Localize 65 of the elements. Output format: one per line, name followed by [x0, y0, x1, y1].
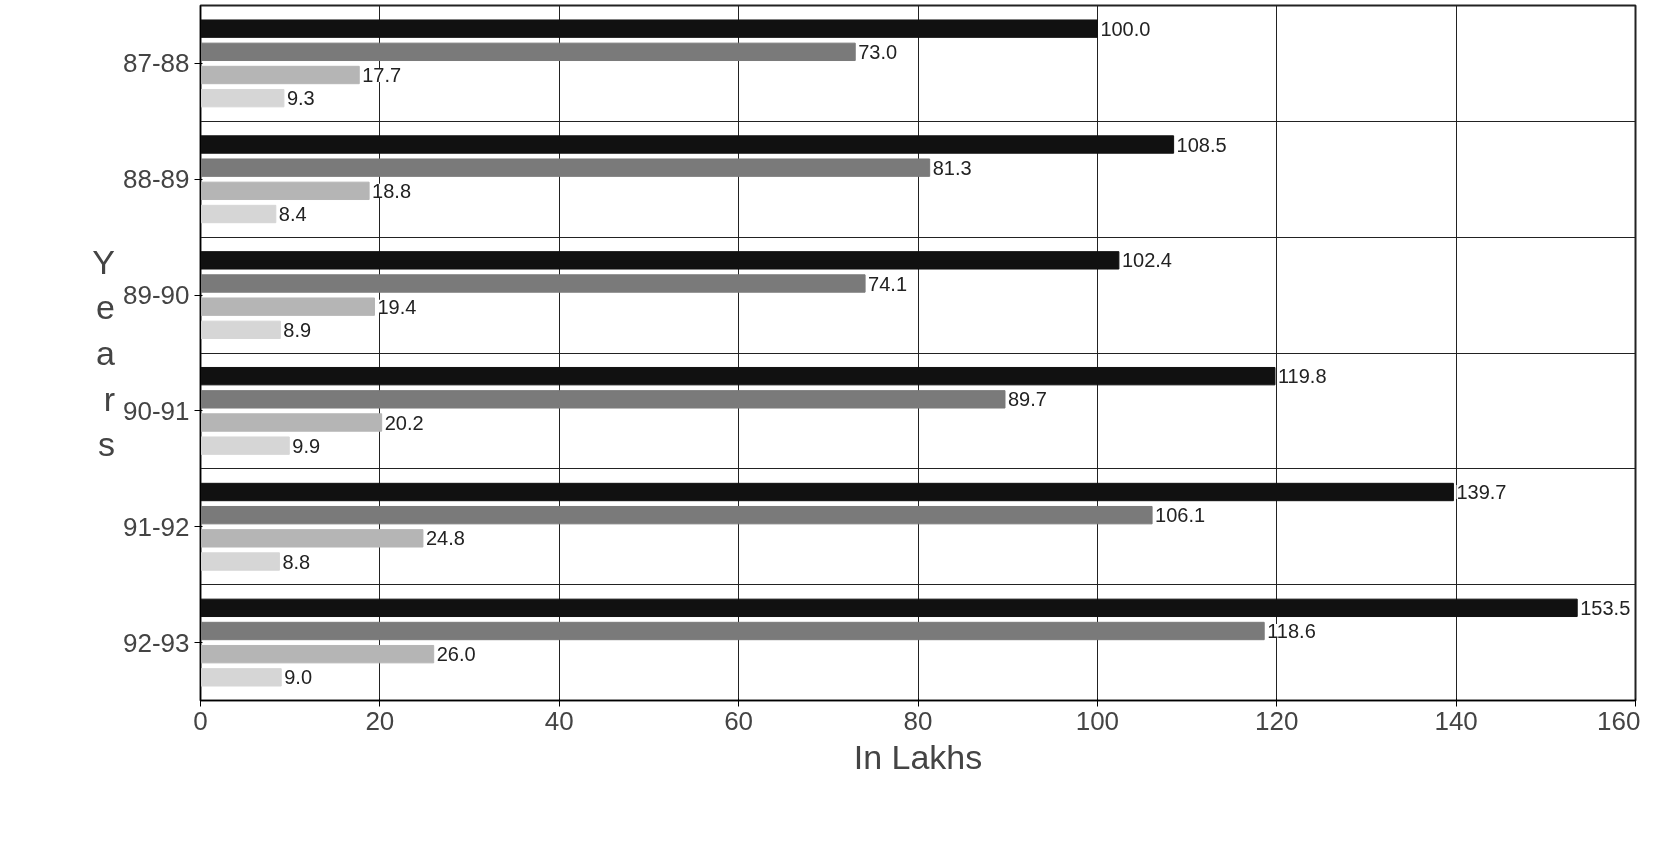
- bar: [200, 297, 375, 316]
- data-label: 24.8: [425, 527, 465, 550]
- y-tick-label: 90-91: [123, 395, 190, 426]
- bar: [200, 42, 856, 62]
- bar: [200, 135, 1175, 154]
- bar: [200, 366, 1276, 386]
- data-label: 9.0: [284, 666, 313, 689]
- y-axis-title: Years: [92, 242, 116, 464]
- bar: [200, 158, 931, 177]
- data-label: 153.5: [1580, 596, 1631, 619]
- data-label: 73.0: [858, 40, 898, 63]
- y-tick-label: 91-92: [123, 511, 190, 542]
- data-label: 9.9: [292, 434, 321, 457]
- data-label: 9.3: [286, 87, 315, 110]
- y-tick-label: 89-90: [123, 280, 190, 311]
- data-label: 81.3: [932, 156, 972, 179]
- x-tick-label: 100: [1075, 705, 1120, 736]
- x-tick-label: 160: [1597, 705, 1641, 736]
- bar: [200, 204, 277, 224]
- y-tick-label: 92-93: [123, 627, 190, 658]
- x-tick-label: 140: [1434, 705, 1478, 736]
- x-tick-label: 80: [903, 705, 933, 736]
- bar: [200, 621, 1265, 641]
- data-label: 139.7: [1456, 481, 1507, 503]
- x-axis-title: In Lakhs: [853, 737, 983, 776]
- y-tick-label: 88-89: [123, 164, 190, 195]
- bar: [200, 668, 282, 687]
- data-label: 26.0: [436, 643, 476, 666]
- bar: [200, 552, 280, 571]
- data-label: 119.8: [1277, 365, 1327, 388]
- bar: [200, 436, 290, 455]
- data-label: 8.9: [283, 318, 312, 341]
- x-tick-label: 60: [724, 705, 754, 736]
- data-label: 89.7: [1008, 388, 1047, 411]
- y-tick-label: 87-88: [123, 48, 190, 79]
- bar: [200, 65, 360, 85]
- data-label: 17.7: [362, 64, 402, 86]
- bar: [200, 482, 1454, 502]
- bar: [200, 181, 370, 201]
- data-label: 106.1: [1155, 504, 1206, 527]
- data-label: 74.1: [868, 272, 908, 295]
- bar: [200, 320, 281, 340]
- bar: [200, 413, 383, 432]
- x-tick-label: 40: [544, 705, 574, 736]
- x-tick-label: 120: [1255, 705, 1299, 736]
- data-label: 8.4: [278, 203, 307, 225]
- data-label: 100.0: [1100, 17, 1151, 40]
- data-label: 8.8: [282, 550, 311, 573]
- bar: [200, 644, 435, 664]
- bar: [200, 88, 285, 108]
- bar: [200, 251, 1120, 270]
- bar: [200, 19, 1098, 38]
- bar: [200, 274, 866, 293]
- bar: [200, 529, 424, 548]
- data-label: 118.6: [1267, 620, 1316, 642]
- data-label: 20.2: [384, 411, 424, 434]
- data-label: 19.4: [377, 295, 417, 318]
- bar: [200, 390, 1006, 409]
- x-tick-label: 20: [365, 705, 395, 736]
- bar: [200, 598, 1578, 618]
- data-label: 18.8: [372, 179, 412, 202]
- bar: [200, 505, 1153, 525]
- data-label: 108.5: [1176, 133, 1227, 156]
- x-tick-label: 0: [193, 705, 208, 736]
- data-label: 102.4: [1121, 249, 1172, 272]
